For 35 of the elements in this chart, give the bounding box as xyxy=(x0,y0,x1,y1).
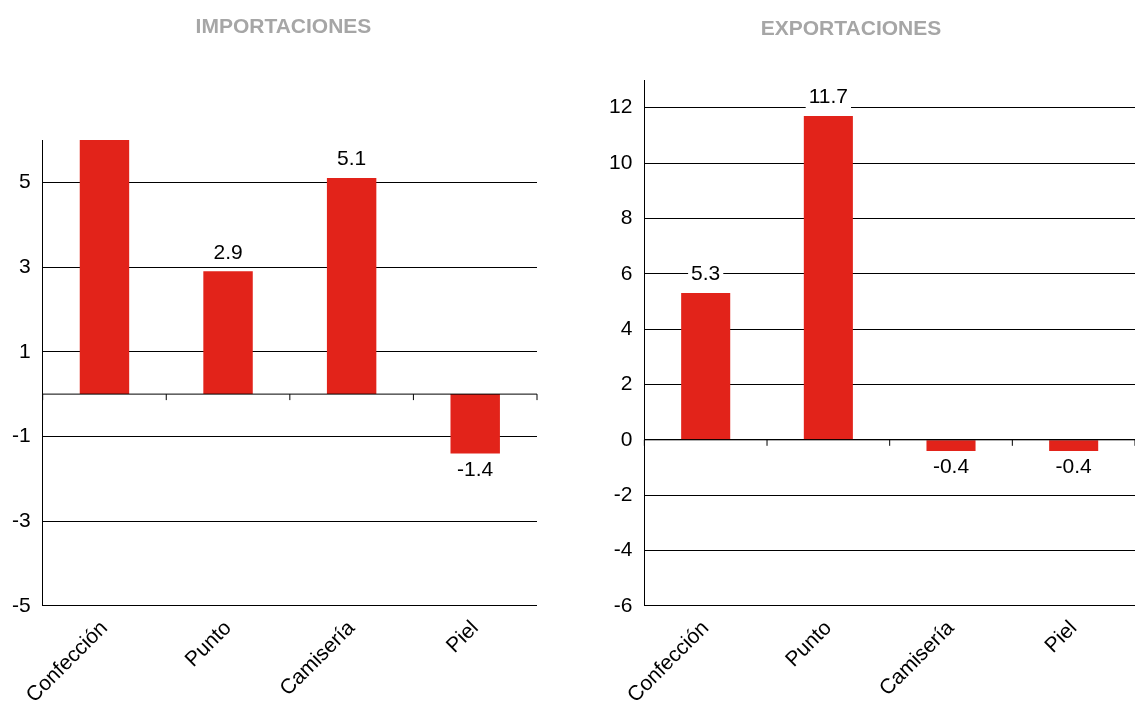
y-tick-label: 6 xyxy=(620,260,633,284)
bar xyxy=(803,115,853,440)
bar xyxy=(79,140,130,395)
data-label: 11.7 xyxy=(808,84,849,108)
bar xyxy=(203,271,253,395)
y-tick-label: -5 xyxy=(11,592,31,616)
x-tick-label: Piel xyxy=(441,615,483,657)
y-tick-label: -4 xyxy=(613,537,633,561)
bar xyxy=(681,293,731,440)
data-label: -1.4 xyxy=(457,456,494,480)
data-label: 2.9 xyxy=(213,239,243,263)
y-tick-label: 3 xyxy=(18,253,31,277)
bar xyxy=(1049,440,1099,451)
y-tick-label: 8 xyxy=(620,205,633,229)
y-tick-label: -2 xyxy=(613,481,633,505)
data-label: -0.4 xyxy=(932,454,970,478)
y-tick-label: -1 xyxy=(11,423,31,447)
data-label: -0.4 xyxy=(1055,454,1093,478)
chart-title: EXPORTACIONES xyxy=(759,16,943,40)
y-tick-label: 1 xyxy=(18,338,31,362)
y-tick-label: -6 xyxy=(613,592,633,616)
bar xyxy=(450,394,500,454)
bar xyxy=(326,178,377,395)
y-tick-label: -3 xyxy=(11,507,31,531)
data-label: 5.3 xyxy=(691,261,721,285)
y-tick-label: 12 xyxy=(609,94,633,118)
y-tick-label: 0 xyxy=(620,426,633,450)
y-tick-label: 5 xyxy=(18,169,31,193)
x-tick-label: Piel xyxy=(1039,615,1081,657)
y-tick-label: 2 xyxy=(620,371,633,395)
chart-title: IMPORTACIONES xyxy=(194,14,373,38)
y-tick-label: 10 xyxy=(609,149,633,173)
bar xyxy=(926,440,976,451)
y-tick-label: 4 xyxy=(620,315,633,339)
data-label: 5.1 xyxy=(337,146,367,170)
